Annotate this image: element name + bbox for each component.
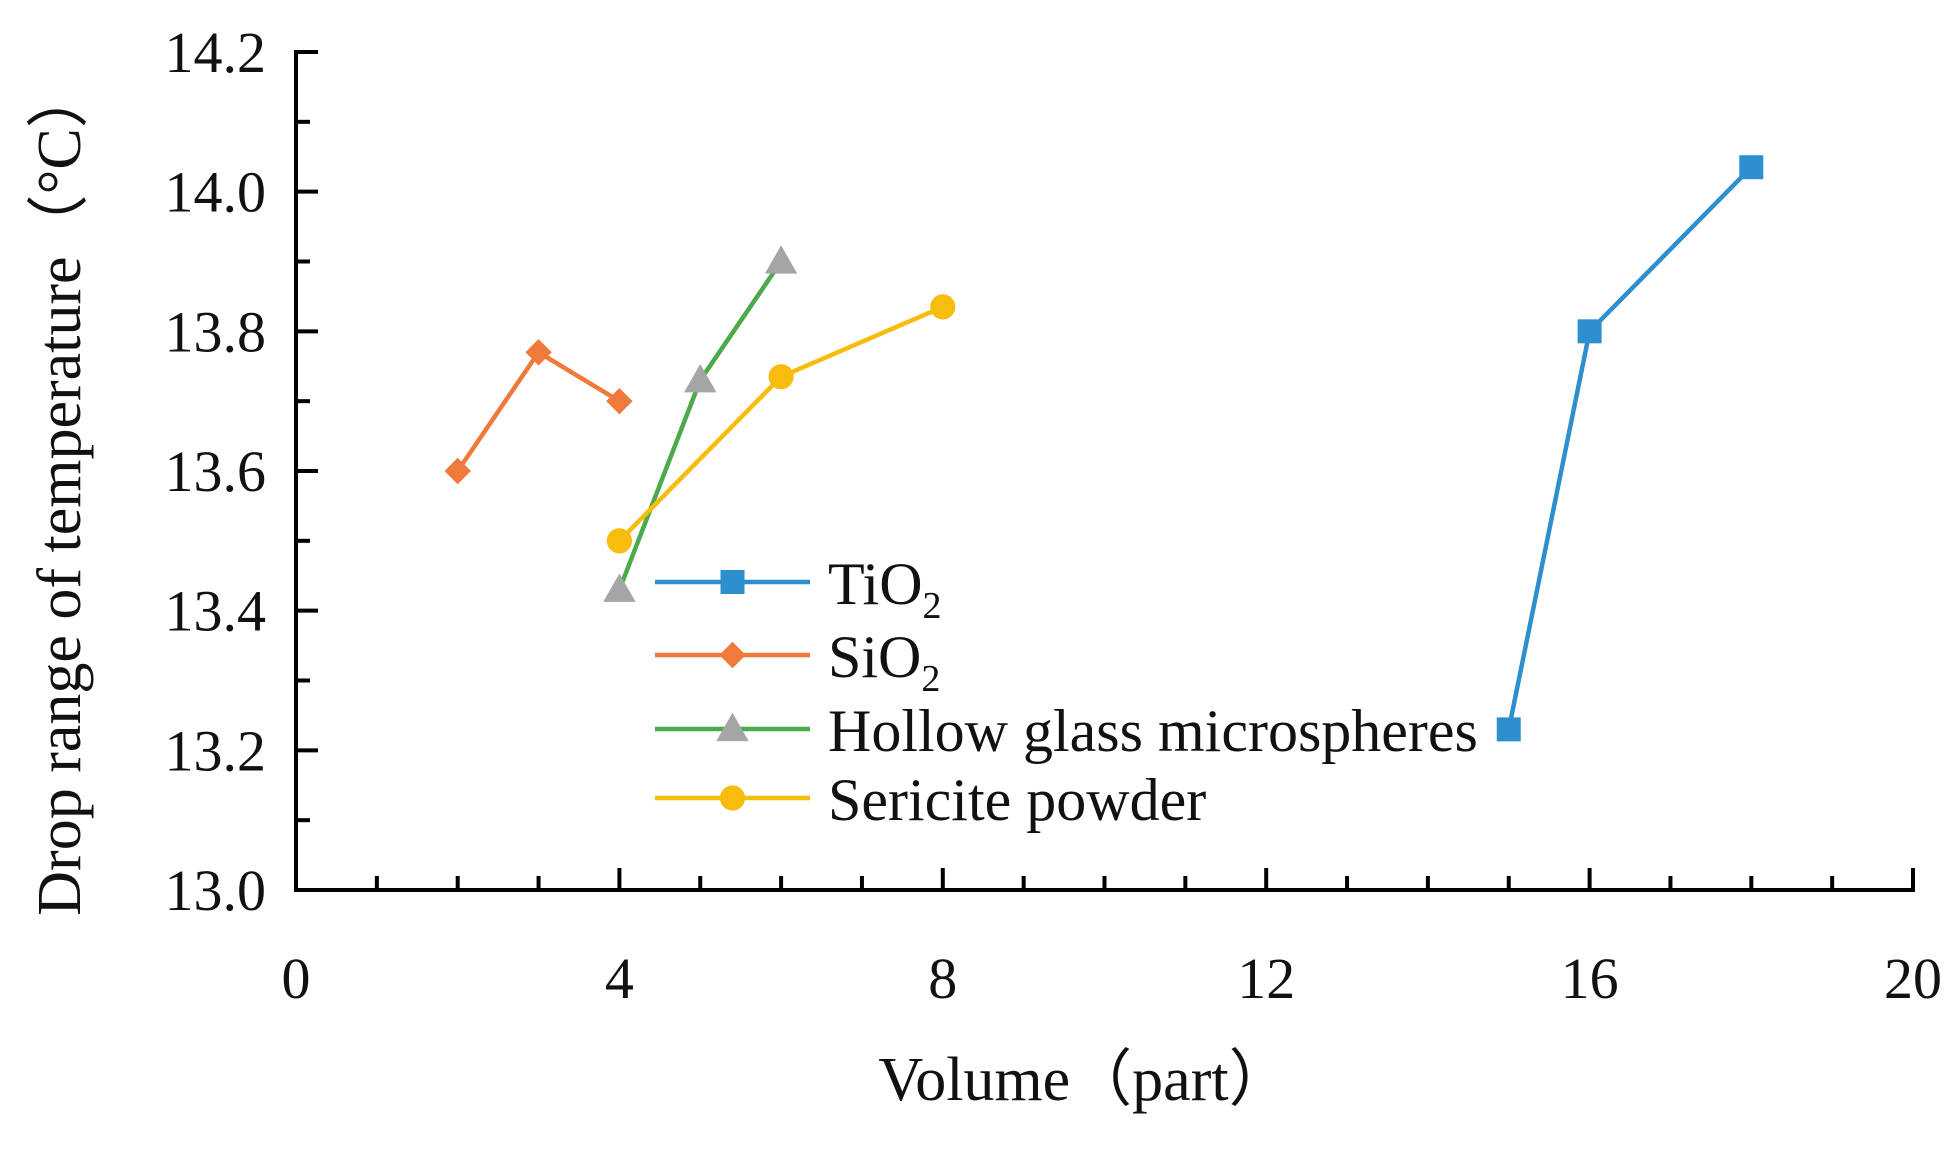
series-line <box>1506 165 1753 730</box>
legend-label-text: SiO <box>828 624 921 690</box>
y-tick-label: 13.4 <box>165 579 267 644</box>
legend-marker <box>720 570 745 594</box>
series-tio2 <box>1496 155 1764 742</box>
series-line <box>617 304 944 543</box>
legend-label: TiO2 <box>828 551 942 627</box>
data-point <box>1739 155 1764 180</box>
legend-label: Sericite powder <box>828 767 1206 833</box>
legend-label: SiO2 <box>828 624 940 700</box>
y-tick-label: 13.0 <box>165 858 267 923</box>
y-tick-label: 14.0 <box>165 160 267 225</box>
data-point <box>444 457 471 485</box>
legend-label-text: Sericite powder <box>828 767 1206 833</box>
series-line <box>617 260 783 591</box>
legend-label: Hollow glass microspheres <box>828 698 1478 764</box>
data-point <box>930 294 956 320</box>
legend-item: TiO2 <box>655 551 942 627</box>
data-point <box>603 573 636 602</box>
legend-label-text: TiO <box>828 551 923 617</box>
x-tick-label: 12 <box>1237 946 1295 1011</box>
x-tick-label: 8 <box>928 946 957 1011</box>
data-point <box>525 339 552 366</box>
plot-area <box>444 155 1764 742</box>
legend-label-subscript: 2 <box>921 658 940 700</box>
legend-item: SiO2 <box>655 624 940 700</box>
legend-label-text: Hollow glass microspheres <box>828 698 1478 764</box>
x-tick-label: 20 <box>1884 946 1942 1011</box>
x-axis-title: Volume（part） <box>878 1046 1290 1114</box>
legend-item: Hollow glass microspheres <box>655 698 1478 764</box>
y-tick-label: 13.6 <box>165 439 267 504</box>
data-point <box>764 245 798 274</box>
data-point <box>1577 319 1602 344</box>
legend-marker <box>719 785 746 811</box>
x-tick-label: 0 <box>282 946 311 1011</box>
legend-marker <box>719 641 746 669</box>
legend-label-subscript: 2 <box>923 585 942 627</box>
legend-item: Sericite powder <box>655 767 1206 833</box>
legend-marker <box>716 712 749 742</box>
series-hollow-glass-microspheres <box>603 245 798 602</box>
data-point <box>606 528 633 554</box>
series-line <box>455 349 621 473</box>
data-point <box>684 364 717 393</box>
x-tick-label: 16 <box>1561 946 1619 1011</box>
y-tick-label: 13.8 <box>165 299 267 364</box>
axes: 13.0 13.2 13.4 13.6 13.8 14.0 14.2 0 4 8 12 16 20 <box>165 20 1943 1011</box>
x-tick-label: 4 <box>605 946 634 1011</box>
data-point <box>606 387 633 415</box>
y-axis-title: Drop range of temperature（°C） <box>26 66 94 915</box>
series-sericite-powder <box>606 294 956 554</box>
y-tick-label: 14.2 <box>165 20 267 85</box>
series-sio2 <box>444 339 633 485</box>
data-point <box>768 364 794 390</box>
y-tick-label: 13.2 <box>165 718 267 783</box>
data-point <box>1496 717 1521 742</box>
